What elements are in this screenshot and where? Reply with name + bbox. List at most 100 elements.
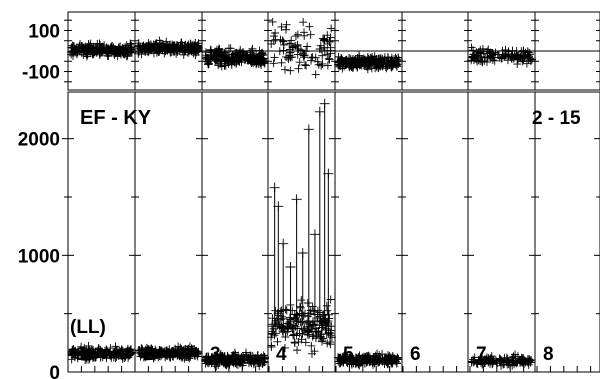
top-data-point	[394, 53, 403, 62]
bottom-data-point	[136, 352, 145, 361]
bottom-data-point	[94, 344, 103, 353]
bottom-data-point	[308, 332, 317, 341]
top-data-point	[307, 56, 316, 65]
bottom-data-point	[282, 306, 291, 315]
bottom-data-point	[111, 342, 120, 351]
top-data-point	[342, 55, 351, 64]
bottom-data-point	[285, 262, 296, 272]
top-data-point	[248, 44, 257, 53]
top-data-point	[512, 47, 521, 56]
bottom-data-point	[319, 98, 330, 109]
bottom-data-point	[93, 348, 102, 357]
top-data-point	[269, 32, 278, 41]
panel-number-label: 1	[76, 344, 87, 365]
bottom-data-point	[247, 356, 256, 365]
bottom-data-point	[378, 350, 387, 359]
bottom-data-point	[161, 347, 170, 356]
bottom-data-point	[318, 321, 327, 330]
bottom-data-point	[194, 349, 203, 358]
top-data-point	[286, 66, 295, 75]
top-data-point	[484, 45, 493, 54]
bottom-data-point	[487, 352, 496, 361]
top-data-point	[392, 60, 401, 69]
top-data-point	[282, 52, 291, 61]
top-data-point	[300, 28, 309, 37]
top-data-point	[237, 52, 246, 61]
top-data-point	[75, 43, 84, 52]
top-data-point	[318, 59, 327, 68]
top-data-point	[285, 39, 294, 48]
bottom-data-point	[360, 353, 369, 362]
bottom-data-point	[151, 347, 160, 356]
bottom-data-point	[322, 301, 331, 310]
bottom-data-point	[317, 332, 326, 341]
top-data-point	[523, 47, 532, 56]
bottom-data-point	[306, 320, 315, 329]
bottom-data-point	[520, 359, 529, 368]
top-data-point	[146, 40, 155, 49]
bottom-data-point	[77, 347, 86, 356]
top-data-point	[527, 55, 536, 64]
top-data-point	[160, 49, 169, 58]
bottom-data-point	[519, 354, 528, 363]
top-data-point	[166, 48, 175, 57]
bottom-data-point	[255, 358, 264, 367]
bottom-data-point	[381, 354, 390, 363]
bottom-data-point	[503, 355, 512, 364]
top-data-point	[384, 54, 393, 63]
bottom-data-point	[317, 317, 326, 326]
bottom-data-point	[385, 356, 394, 365]
top-data-point	[216, 50, 225, 59]
top-data-point	[93, 43, 102, 52]
top-data-point	[172, 45, 181, 54]
bottom-data-point	[212, 358, 221, 367]
top-data-point	[220, 56, 229, 65]
top-data-point	[224, 59, 233, 68]
top-y-tick-label: -100	[22, 63, 60, 84]
bottom-data-point	[323, 339, 332, 348]
top-data-point	[70, 42, 79, 51]
bottom-data-point	[297, 296, 306, 305]
top-data-point	[318, 34, 327, 43]
top-data-point	[481, 53, 490, 62]
top-data-point	[504, 47, 513, 56]
bottom-data-point	[296, 303, 305, 312]
top-data-point	[376, 58, 385, 67]
bottom-data-point	[297, 317, 306, 326]
bottom-data-point	[127, 348, 136, 357]
top-data-point	[164, 43, 173, 52]
mode-label: (LL)	[70, 317, 106, 338]
top-data-point	[489, 53, 498, 62]
bottom-data-point	[111, 353, 120, 362]
bottom-data-point	[253, 351, 262, 360]
top-data-point	[319, 36, 328, 45]
top-data-point	[313, 57, 322, 66]
bottom-data-point	[327, 333, 336, 342]
top-data-point	[483, 47, 492, 56]
bottom-data-point	[317, 337, 326, 346]
bottom-data-point	[270, 331, 279, 340]
top-data-point	[294, 64, 303, 73]
top-data-point	[73, 48, 82, 57]
top-data-point	[326, 33, 335, 42]
top-data-point	[494, 50, 503, 59]
top-data-point	[288, 43, 297, 52]
bottom-data-point	[301, 338, 310, 347]
top-data-point	[269, 59, 278, 68]
top-data-point	[179, 50, 188, 59]
bottom-data-point	[313, 316, 322, 325]
top-data-point	[156, 44, 165, 53]
bottom-data-point	[511, 358, 520, 367]
bottom-data-point	[290, 330, 299, 339]
top-data-point	[299, 51, 308, 60]
bottom-data-point	[169, 348, 178, 357]
top-data-point	[293, 41, 302, 50]
bottom-data-point	[336, 356, 345, 365]
top-data-point	[507, 51, 516, 60]
bottom-data-point	[273, 201, 284, 212]
chart-title: EF - KY	[80, 107, 152, 129]
top-data-point	[139, 43, 148, 52]
top-data-point	[508, 52, 517, 61]
bottom-data-point	[117, 345, 126, 354]
